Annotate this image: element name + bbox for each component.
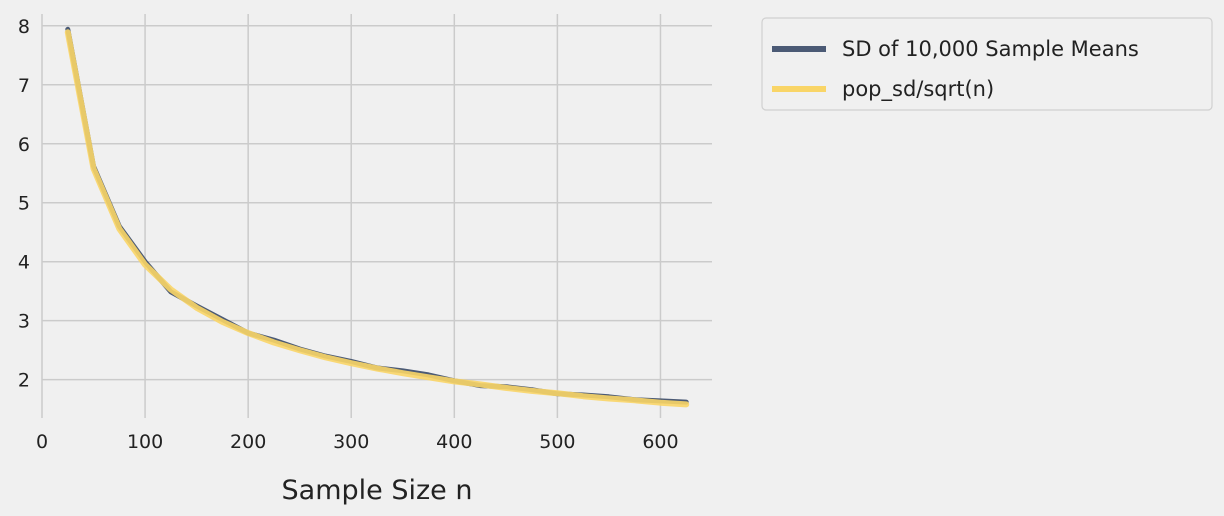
y-tick-label: 8 xyxy=(18,16,30,38)
legend-box xyxy=(761,17,1213,111)
x-tick-label: 500 xyxy=(539,431,575,453)
series-line-1 xyxy=(64,29,690,408)
x-tick-label: 100 xyxy=(127,431,163,453)
tick-labels: 0 100 200 300 400 500 600 2 3 4 5 6 7 8 xyxy=(18,16,679,453)
legend-label-pop-sd: pop_sd/sqrt(n) xyxy=(842,77,994,102)
legend: SD of 10,000 Sample Means pop_sd/sqrt(n) xyxy=(761,17,1213,111)
y-tick-label: 6 xyxy=(18,134,30,156)
plot-lines xyxy=(64,26,690,408)
x-tick-label: 300 xyxy=(333,431,369,453)
x-axis-label: Sample Size n xyxy=(282,475,473,506)
y-tick-label: 2 xyxy=(18,370,30,392)
x-tick-label: 0 xyxy=(36,431,48,453)
x-tick-label: 400 xyxy=(436,431,472,453)
y-tick-label: 3 xyxy=(18,311,30,333)
y-tick-label: 4 xyxy=(18,252,30,274)
y-tick-label: 5 xyxy=(18,193,30,215)
legend-label-sd-means: SD of 10,000 Sample Means xyxy=(842,37,1139,61)
y-tick-label: 7 xyxy=(18,75,30,97)
grid xyxy=(41,14,712,418)
x-tick-label: 600 xyxy=(642,431,678,453)
x-tick-label: 200 xyxy=(230,431,266,453)
